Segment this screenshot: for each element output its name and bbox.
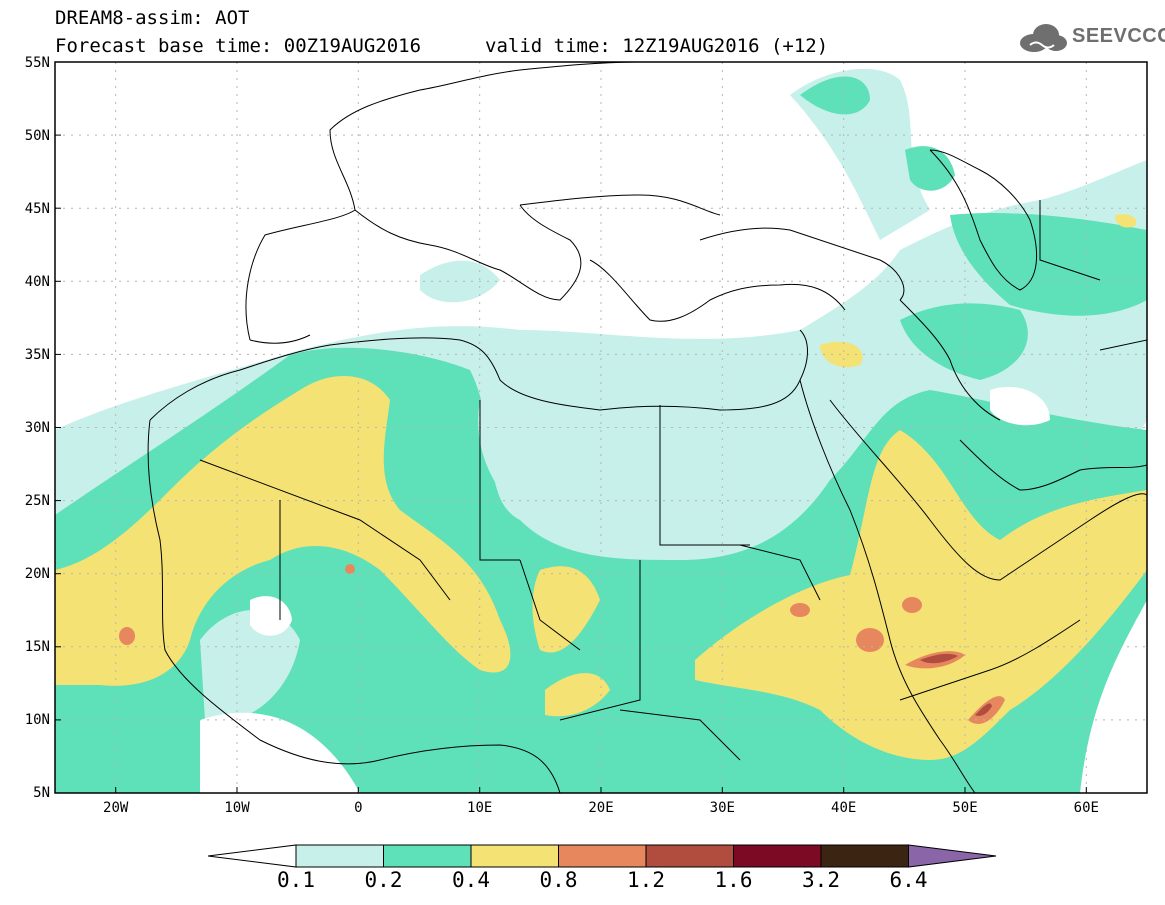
colorbar-swatch [820, 844, 909, 868]
colorbar-label: 0.2 [364, 868, 403, 892]
colorbar-swatch [733, 844, 822, 868]
colorbar-label: 0.1 [277, 868, 315, 892]
colorbar-label: 1.2 [627, 868, 665, 892]
lat-label: 35N [25, 347, 50, 363]
seevccc-logo: SEEVCCC [1016, 21, 1165, 57]
aot-band-0-holes [200, 386, 1050, 793]
forecast-base-time: Forecast base time: 00Z19AUG2016 [55, 35, 422, 57]
lon-label: 20E [588, 800, 613, 816]
colorbar-swatch [470, 844, 559, 868]
coastlines [147, 62, 1147, 793]
valid-time: valid time: 12Z19AUG2016 (+12) [485, 35, 829, 57]
lat-label: 20N [25, 566, 50, 582]
aot-band-0.4 [55, 214, 1147, 760]
lon-label: 0 [354, 800, 362, 816]
lon-label: 40E [831, 800, 856, 816]
colorbar-swatch [645, 844, 734, 868]
logo-text: SEEVCCC [1072, 25, 1165, 47]
lat-label: 15N [25, 639, 50, 655]
lat-label: 45N [25, 201, 50, 217]
colorbar-label: 3.2 [802, 868, 840, 892]
lon-label: 10E [467, 800, 492, 816]
lat-label: 40N [25, 274, 50, 290]
lon-label: 10W [224, 800, 250, 816]
aot-fields [55, 62, 1147, 793]
lon-label: 50E [952, 800, 977, 816]
lat-label: 10N [25, 712, 50, 728]
lat-label: 50N [25, 128, 50, 144]
colorbar-swatch [295, 844, 384, 868]
cloud-icon [1020, 24, 1067, 52]
lat-label: 55N [25, 55, 50, 71]
lat-label: 5N [33, 785, 50, 801]
colorbar-high-triangle [908, 844, 997, 868]
lon-label: 30E [710, 800, 735, 816]
graticule [55, 62, 1147, 793]
colorbar-label: 6.4 [889, 868, 928, 892]
lat-label: 25N [25, 493, 50, 509]
colorbar-label: 1.6 [714, 868, 753, 892]
lon-label: 20W [103, 800, 129, 816]
latitude-labels: 55N 50N 45N 40N 35N 30N 25N 20N 15N 10N … [25, 55, 50, 801]
colorbar-low-triangle [207, 844, 297, 868]
lat-label: 30N [25, 420, 50, 436]
colorbar-label: 0.8 [539, 868, 578, 892]
colorbar [207, 844, 997, 868]
lon-label: 60E [1074, 800, 1099, 816]
aot-band-0.1-holes [200, 389, 790, 722]
longitude-labels: 20W 10W 0 10E 20E 30E 40E 50E 60E [103, 800, 1099, 816]
ticks [55, 61, 1087, 794]
colorbar-swatch [558, 844, 647, 868]
map-title: DREAM8-assim: AOT [55, 7, 250, 29]
aot-band-1.2 [920, 653, 992, 716]
colorbar-label: 0.4 [452, 868, 490, 892]
colorbar-swatch [383, 844, 472, 868]
